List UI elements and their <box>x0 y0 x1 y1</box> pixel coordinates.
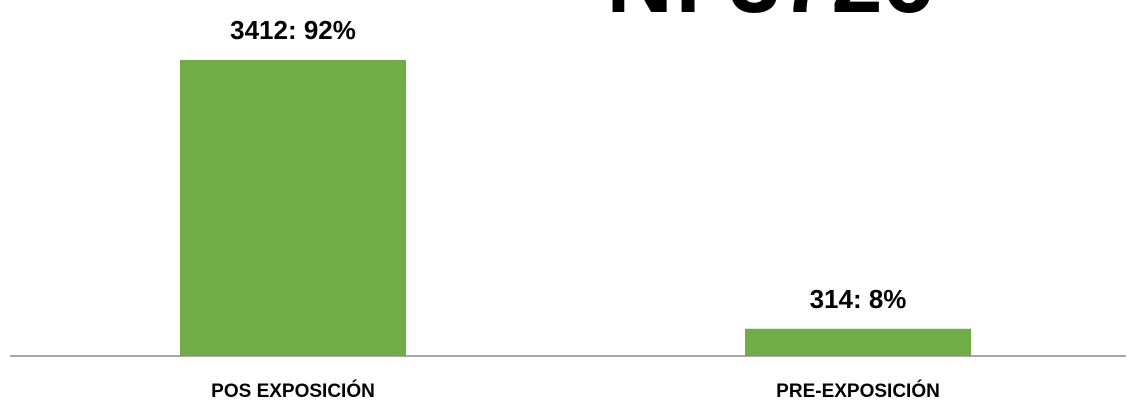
x-tick-labels-group: POS EXPOSICIÓN PRE-EXPOSICIÓN <box>211 380 940 402</box>
bar-1 <box>180 60 406 356</box>
data-label-2: 314: 8% <box>810 284 907 314</box>
bars-group <box>180 60 971 356</box>
chart-title: N: 3726 <box>606 0 933 32</box>
bar-2 <box>745 328 971 356</box>
data-labels-group: 3412: 92% 314: 8% <box>230 15 906 314</box>
x-tick-label-2: PRE-EXPOSICIÓN <box>776 380 940 402</box>
data-label-1: 3412: 92% <box>230 15 356 45</box>
x-tick-label-1: POS EXPOSICIÓN <box>211 380 375 402</box>
